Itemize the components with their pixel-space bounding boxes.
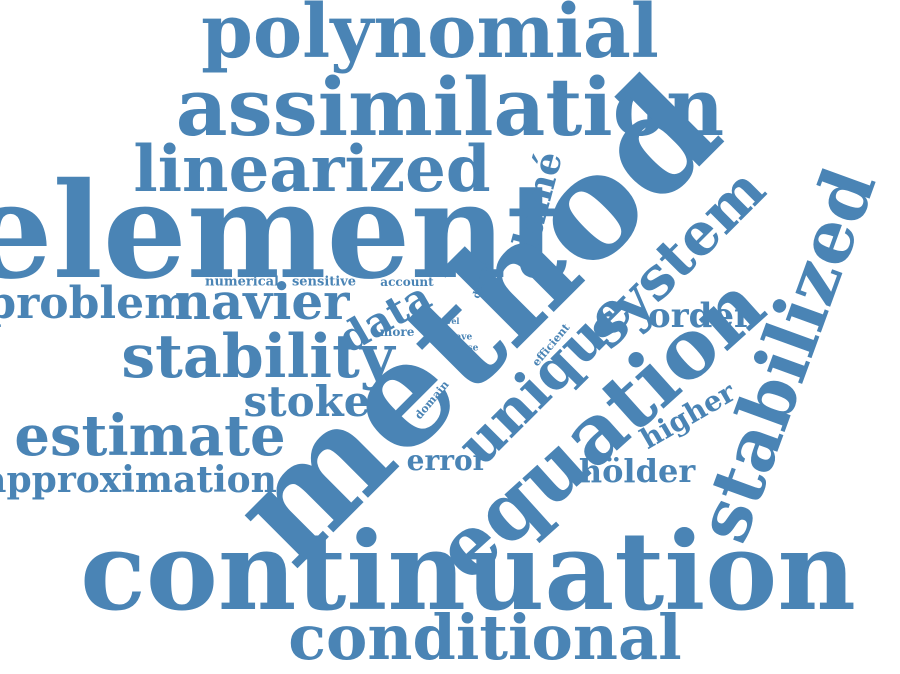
word-continuation: continuation (80, 509, 856, 635)
word-account: account (380, 275, 434, 289)
word-stoke: stoke (243, 377, 371, 426)
word-numerical: numerical (205, 274, 279, 290)
word-level: level (438, 316, 460, 326)
word-noise: noise (451, 343, 479, 354)
word-stability: stability (121, 322, 395, 392)
word-navier: navier (174, 272, 350, 331)
word-sensitive: sensitive (291, 274, 357, 290)
word-wave: wave (447, 332, 473, 343)
word-estimate: estimate (14, 403, 286, 469)
word-approximation: approximation (0, 459, 277, 501)
word-conditional: conditional (288, 601, 682, 674)
word-error: error (406, 444, 488, 477)
word-element: element (0, 154, 568, 309)
word-holder: hölder (578, 452, 696, 490)
word-problem: problem (0, 278, 191, 329)
word-linearized: linearized (133, 132, 491, 207)
word-more: more (379, 325, 415, 339)
word-assimilation: assimilation (175, 60, 725, 154)
word-polynomial: polynomial (201, 0, 659, 75)
word-order: order (648, 296, 752, 336)
